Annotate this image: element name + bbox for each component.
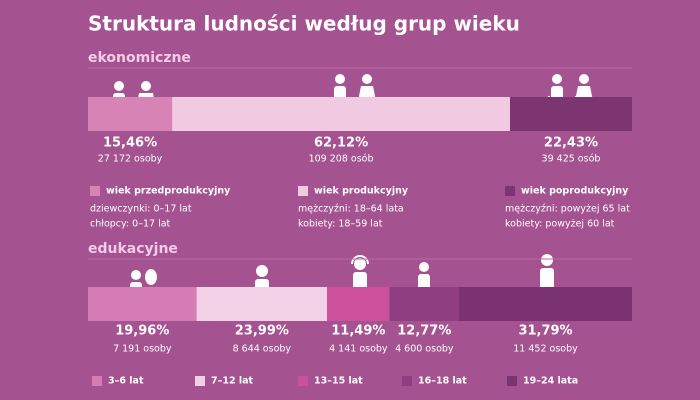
value-label: 62,12% <box>314 136 368 151</box>
bar-segment <box>172 97 510 131</box>
legend-swatch <box>195 376 205 386</box>
legend-label: wiek przedprodukcyjny <box>106 186 231 197</box>
legend-detail: dziewczynki: 0–17 lat <box>90 204 192 215</box>
value-label: 19,96% <box>115 324 169 339</box>
legend-swatch <box>298 376 308 386</box>
bar-segment <box>88 97 173 131</box>
legend-label: wiek poprodukcyjny <box>521 186 629 197</box>
count-label: 8 644 osoby <box>233 344 292 355</box>
section-title: edukacyjne <box>88 241 178 257</box>
value-label: 15,46% <box>103 136 157 151</box>
legend-swatch <box>92 376 102 386</box>
bar-segment <box>196 287 328 321</box>
value-label: 12,77% <box>397 324 451 339</box>
count-label: 11 452 osoby <box>513 344 578 355</box>
legend-swatch <box>90 186 100 196</box>
bar-segment <box>509 97 632 131</box>
legend-swatch <box>298 186 308 196</box>
legend-label: 19–24 lata <box>523 376 578 387</box>
bar-segment <box>389 287 460 321</box>
section-title: ekonomiczne <box>88 50 191 66</box>
legend-swatch <box>505 186 515 196</box>
count-label: 7 191 osoby <box>113 344 172 355</box>
legend-swatch <box>507 376 517 386</box>
bar-segment <box>459 287 632 321</box>
bar-segment <box>88 287 197 321</box>
legend-detail: kobiety: 18–59 lat <box>298 219 383 230</box>
value-label: 11,49% <box>331 324 385 339</box>
legend-detail: mężczyźni: 18–64 lata <box>298 204 404 215</box>
legend-label: wiek produkcyjny <box>314 186 409 197</box>
legend-label: 16–18 lat <box>418 376 467 387</box>
value-label: 23,99% <box>235 324 289 339</box>
legend-label: 7–12 lat <box>211 376 254 387</box>
bar-segment <box>327 287 390 321</box>
legend-swatch <box>402 376 412 386</box>
value-label: 22,43% <box>544 136 598 151</box>
count-label: 109 208 osób <box>309 154 374 165</box>
count-label: 4 141 osoby <box>329 344 388 355</box>
page-title: Struktura ludności według grup wieku <box>88 12 520 36</box>
legend-label: 13–15 lat <box>314 376 363 387</box>
count-label: 4 600 osoby <box>395 344 454 355</box>
count-label: 27 172 osoby <box>98 154 163 165</box>
legend-label: 3–6 lat <box>108 376 144 387</box>
count-label: 39 425 osób <box>542 154 601 165</box>
legend-detail: chłopcy: 0–17 lat <box>90 219 171 230</box>
legend-detail: kobiety: powyżej 60 lat <box>505 219 615 230</box>
value-label: 31,79% <box>518 324 572 339</box>
legend-detail: mężczyźni: powyżej 65 lat <box>505 204 630 215</box>
